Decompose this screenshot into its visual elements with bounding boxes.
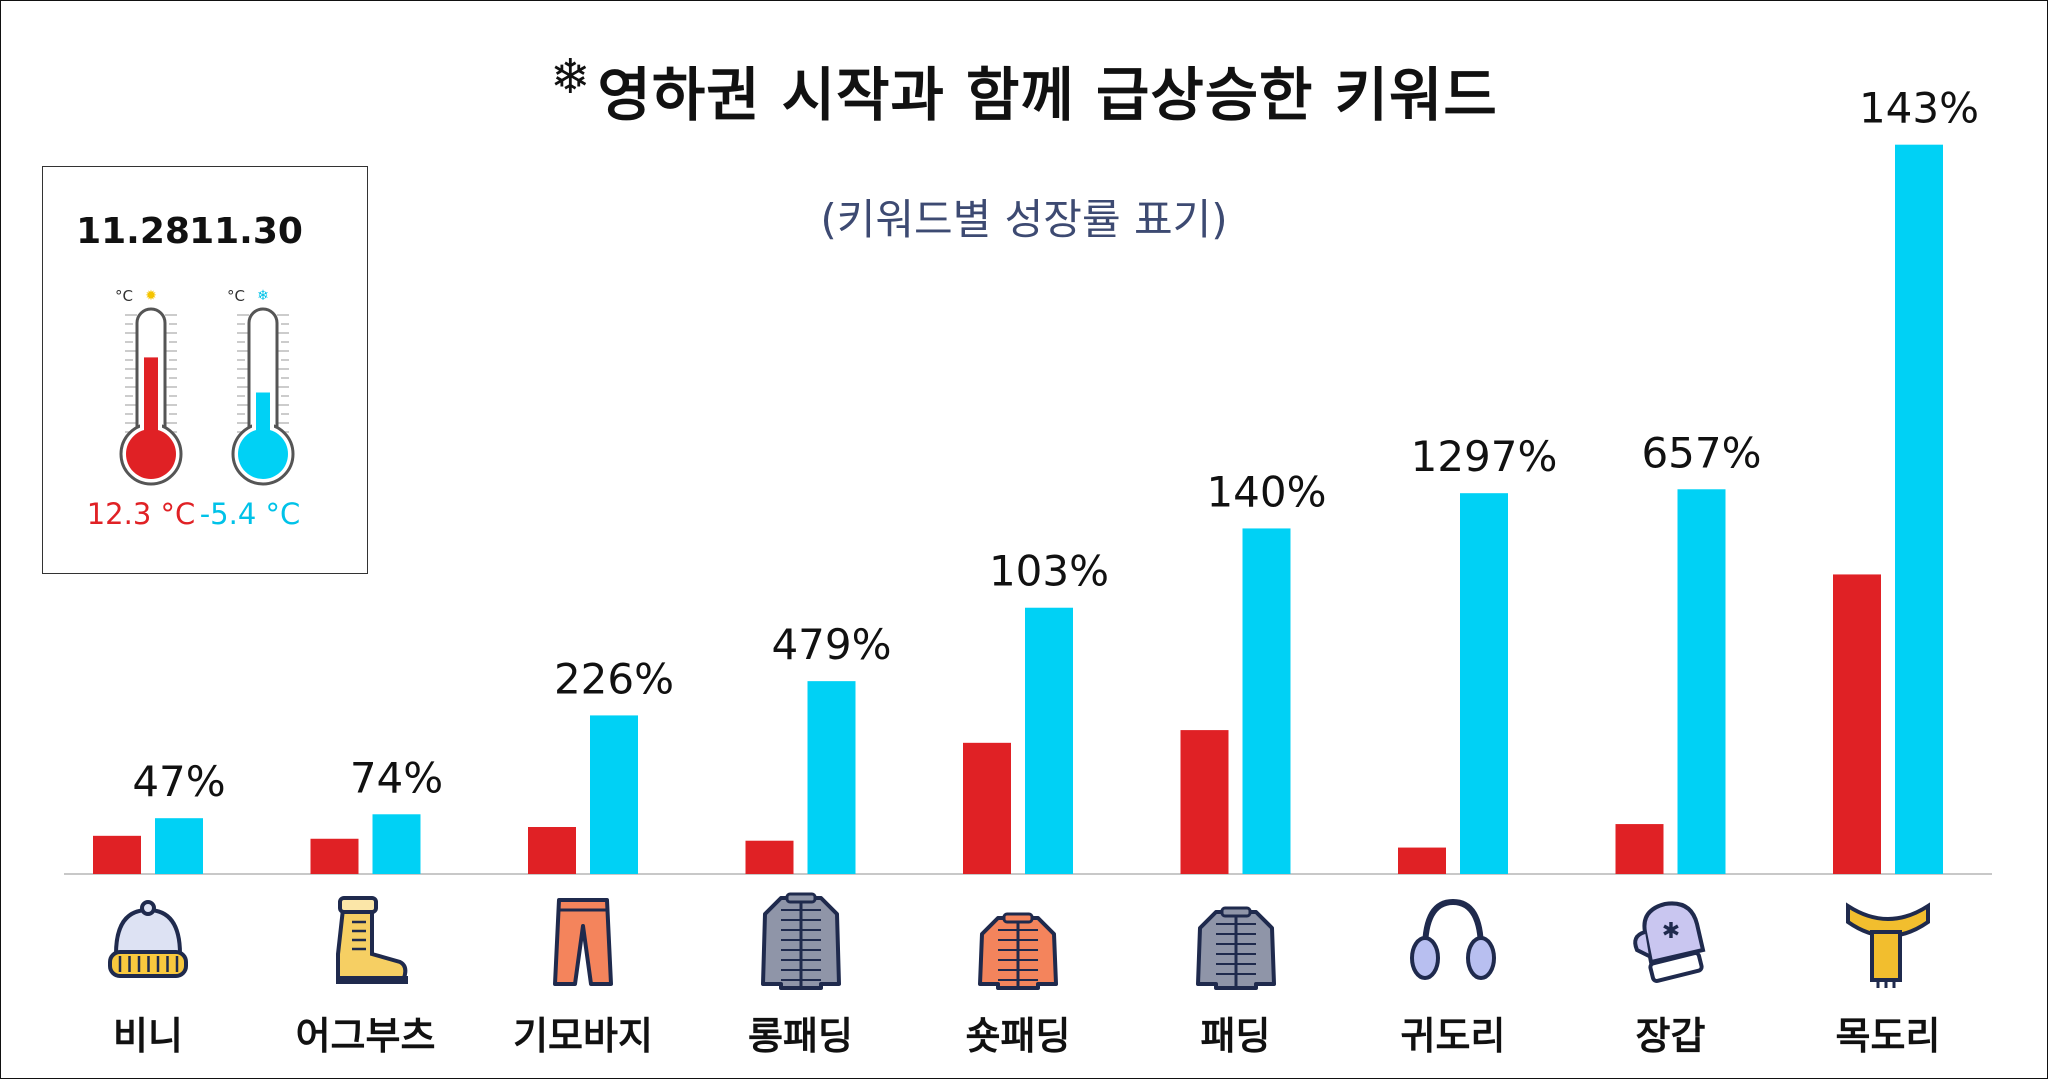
scarf-icon xyxy=(1846,902,1930,988)
long-padding-icon xyxy=(760,892,841,990)
date-label-before: 11.28 xyxy=(76,211,190,252)
temperature-panel: 11.28 11.30 °C ✹ °C ❄ 12.3 °C -5.4 °C xyxy=(42,166,368,574)
chart-title-text: 영하권 시작과 함께 급상승한 키워드 xyxy=(597,61,1498,129)
thermometers: °C ✹ °C ❄ xyxy=(115,287,295,486)
bar-before-6 xyxy=(1398,847,1446,874)
bar-before-2 xyxy=(528,827,576,874)
sun-icon: ✹ xyxy=(145,288,157,304)
bar-after-8 xyxy=(1895,144,1943,874)
data-label-2: 226% xyxy=(554,654,674,703)
short-padding-icon xyxy=(978,912,1058,990)
data-label-7: 657% xyxy=(1641,428,1761,477)
data-label-1: 74% xyxy=(350,753,443,802)
earmuff-icon xyxy=(1410,898,1496,980)
data-label-0: 47% xyxy=(132,757,225,806)
boot-icon xyxy=(335,896,408,984)
date-label-after: 11.30 xyxy=(189,211,303,252)
data-label-6: 1297% xyxy=(1411,432,1558,481)
temp-value-after: -5.4 °C xyxy=(199,497,301,531)
category-label-3: 롱패딩 xyxy=(748,1014,853,1058)
bar-after-0 xyxy=(155,818,203,874)
padding-icon xyxy=(1195,906,1276,990)
bar-after-1 xyxy=(372,814,421,874)
mitten-icon: ✱ xyxy=(1632,901,1705,983)
snowflake-icon: ❄ xyxy=(257,288,269,304)
svg-text:✱: ✱ xyxy=(1661,919,1679,944)
bar-before-3 xyxy=(745,840,794,874)
bar-before-8 xyxy=(1833,574,1881,874)
bar-after-4 xyxy=(1025,607,1073,874)
category-label-5: 패딩 xyxy=(1200,1014,1271,1058)
bar-after-6 xyxy=(1460,493,1508,874)
category-label-2: 기모바지 xyxy=(513,1014,653,1058)
category-label-4: 숏패딩 xyxy=(965,1014,1071,1058)
temp-value-before: 12.3 °C xyxy=(86,497,196,531)
snowflake-icon: ❄ xyxy=(550,49,592,105)
unit-label-1: °C xyxy=(227,287,245,305)
data-label-8: 143% xyxy=(1859,84,1979,133)
beanie-icon xyxy=(108,900,188,978)
title-area: ❄ 영하권 시작과 함께 급상승한 키워드 xyxy=(0,48,2048,132)
bar-before-5 xyxy=(1180,730,1229,874)
bar-before-0 xyxy=(93,835,141,874)
data-label-3: 479% xyxy=(771,620,891,669)
category-label-1: 어그부츠 xyxy=(295,1014,436,1058)
category-label-7: 장갑 xyxy=(1635,1014,1706,1058)
data-label-5: 140% xyxy=(1206,467,1326,516)
category-label-8: 목도리 xyxy=(1835,1014,1941,1058)
bar-after-7 xyxy=(1677,489,1726,874)
chart-subtitle: (키워드별 성장률 표기) xyxy=(820,195,1228,244)
bar-after-3 xyxy=(807,681,856,874)
pants-icon xyxy=(553,898,613,986)
thermometer-0: °C ✹ xyxy=(115,287,183,486)
bar-after-5 xyxy=(1242,528,1291,874)
thermometer-1: °C ❄ xyxy=(227,287,295,486)
bar-before-4 xyxy=(963,742,1011,874)
bar-after-2 xyxy=(590,715,638,874)
chart-title: ❄ 영하권 시작과 함께 급상승한 키워드 xyxy=(550,48,1497,132)
bar-before-1 xyxy=(310,838,359,874)
data-label-4: 103% xyxy=(989,547,1109,596)
unit-label-0: °C xyxy=(115,287,133,305)
bar-before-7 xyxy=(1615,824,1664,874)
category-label-0: 비니 xyxy=(113,1014,183,1058)
category-label-6: 귀도리 xyxy=(1400,1014,1506,1058)
